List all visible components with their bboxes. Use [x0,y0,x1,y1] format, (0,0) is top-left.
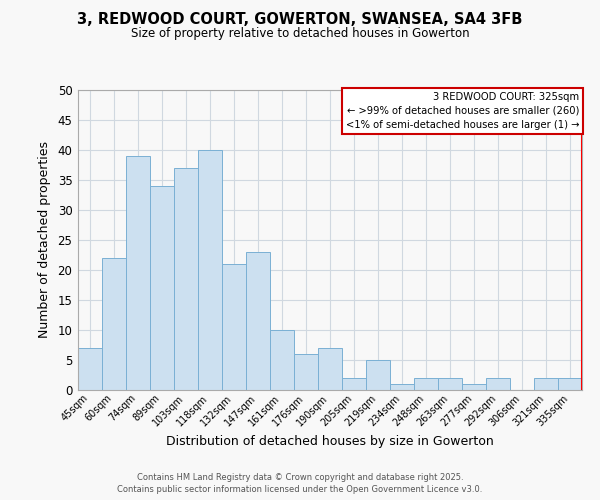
Text: 3 REDWOOD COURT: 325sqm
← >99% of detached houses are smaller (260)
<1% of semi-: 3 REDWOOD COURT: 325sqm ← >99% of detach… [346,92,580,130]
Bar [246,252,270,390]
Bar [486,378,510,390]
Bar [78,348,102,390]
Text: Size of property relative to detached houses in Gowerton: Size of property relative to detached ho… [131,28,469,40]
Y-axis label: Number of detached properties: Number of detached properties [38,142,50,338]
Bar [390,384,414,390]
Bar [198,150,222,390]
Bar [174,168,198,390]
Text: Contains HM Land Registry data © Crown copyright and database right 2025.: Contains HM Land Registry data © Crown c… [137,472,463,482]
Bar [318,348,342,390]
Text: 3, REDWOOD COURT, GOWERTON, SWANSEA, SA4 3FB: 3, REDWOOD COURT, GOWERTON, SWANSEA, SA4… [77,12,523,28]
Bar [342,378,366,390]
Bar [102,258,126,390]
Bar [366,360,390,390]
Bar [462,384,486,390]
Bar [150,186,174,390]
Bar [126,156,150,390]
Bar [222,264,246,390]
Bar [294,354,318,390]
Text: Contains public sector information licensed under the Open Government Licence v3: Contains public sector information licen… [118,485,482,494]
Bar [438,378,462,390]
Bar [414,378,438,390]
Bar [558,378,582,390]
Bar [270,330,294,390]
X-axis label: Distribution of detached houses by size in Gowerton: Distribution of detached houses by size … [166,434,494,448]
Bar [534,378,558,390]
